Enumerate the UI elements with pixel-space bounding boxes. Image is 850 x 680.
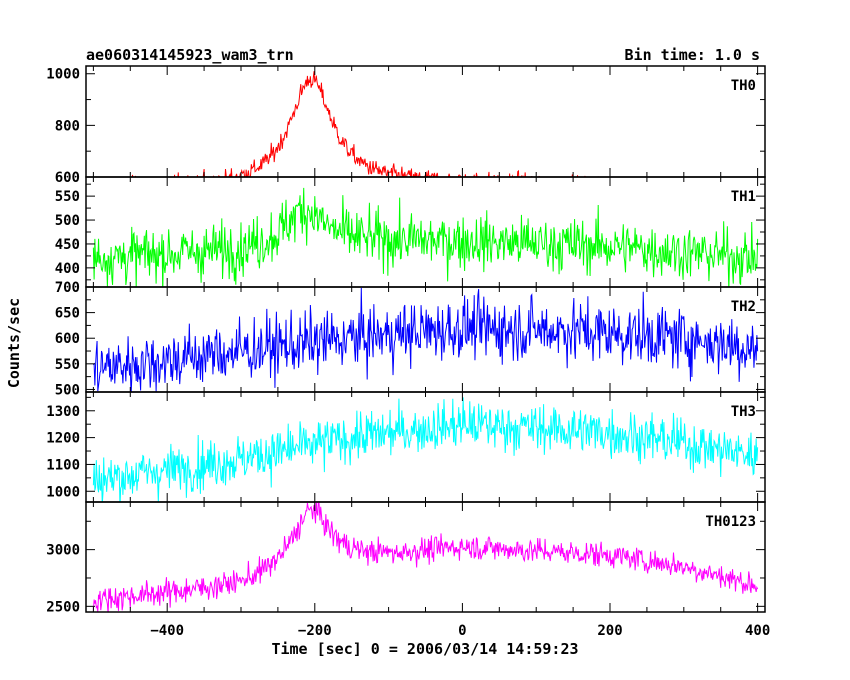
series-th3-line	[92, 397, 759, 502]
panel-th0-frame	[85, 65, 766, 178]
y-tick-label: 1300	[46, 404, 80, 420]
y-tick-label: 1200	[46, 431, 80, 447]
y-tick-label: 700	[55, 280, 80, 296]
y-tick-label: 1000	[46, 484, 80, 500]
y-tick-label: 550	[55, 357, 80, 373]
panel-label-th0123: TH0123	[705, 514, 756, 530]
series-th2-line	[92, 287, 759, 392]
x-tick-label: 400	[745, 623, 770, 639]
y-tick-label: 500	[55, 382, 80, 398]
series-th1-line	[92, 187, 759, 287]
y-tick-label: 2500	[46, 599, 80, 615]
series-th0-line	[131, 71, 681, 177]
y-tick-label: 500	[55, 213, 80, 229]
y-tick-label: 600	[55, 170, 80, 186]
y-tick-label: 1100	[46, 457, 80, 473]
panel-label-th2: TH2	[731, 299, 756, 315]
y-tick-label: 400	[55, 261, 80, 277]
y-tick-label: 550	[55, 189, 80, 205]
x-tick-label: −200	[298, 623, 332, 639]
series-th0123-line	[92, 502, 759, 612]
bin-time-label: Bin time: 1.0 s	[625, 46, 760, 64]
x-tick-label: 0	[458, 623, 466, 639]
x-tick-label: 200	[597, 623, 622, 639]
panel-label-th0: TH0	[731, 78, 756, 94]
panel-label-th1: TH1	[731, 189, 756, 205]
panels-group: 600 800 1000 TH0 400 450 500 550 TH1 500 550 600 650…	[46, 65, 770, 639]
y-tick-label: 650	[55, 306, 80, 322]
y-tick-label: 1000	[46, 67, 80, 83]
y-tick-label: 600	[55, 331, 80, 347]
y-tick-label: 3000	[46, 543, 80, 559]
y-axis-title: Counts/sec	[5, 298, 23, 388]
chart-title: ae060314145923_wam3_trn	[86, 46, 294, 64]
x-tick-label: −400	[150, 623, 184, 639]
x-axis-title: Time [sec] 0 = 2006/03/14 14:59:23	[271, 640, 578, 658]
y-tick-label: 450	[55, 237, 80, 253]
panel-label-th3: TH3	[731, 404, 756, 420]
panel-th0123-frame	[85, 501, 766, 613]
y-tick-label: 800	[55, 118, 80, 134]
